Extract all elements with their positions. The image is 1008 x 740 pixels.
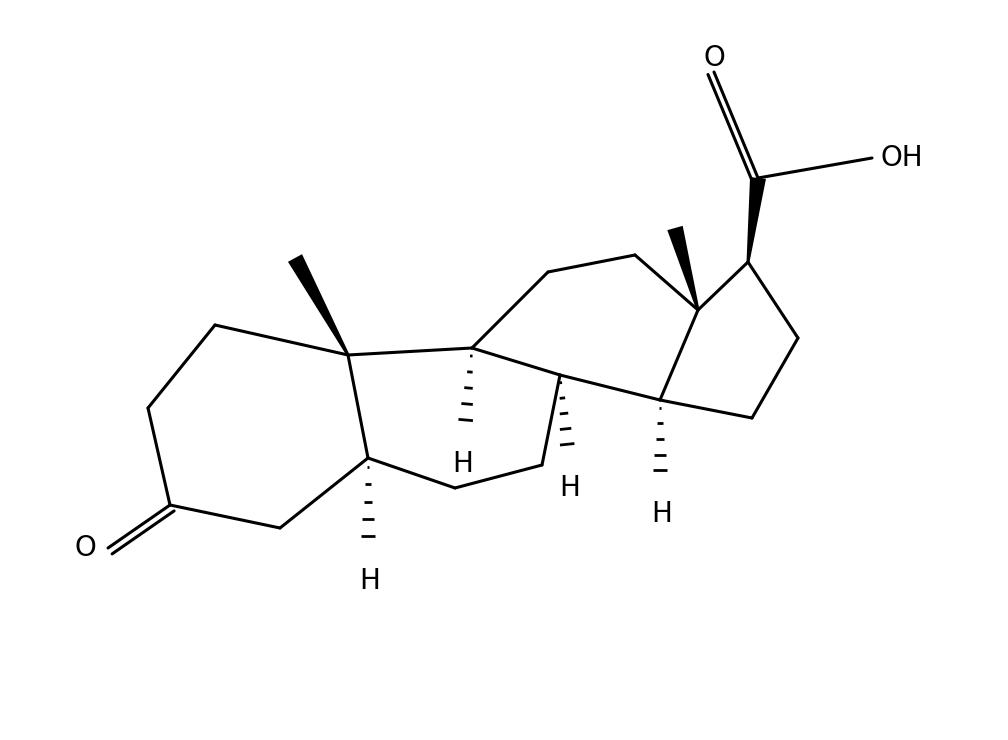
Polygon shape	[667, 226, 700, 310]
Polygon shape	[747, 177, 766, 262]
Text: H: H	[559, 474, 581, 502]
Text: O: O	[704, 44, 725, 72]
Text: H: H	[651, 500, 672, 528]
Text: O: O	[75, 534, 96, 562]
Polygon shape	[288, 254, 350, 356]
Text: H: H	[453, 450, 474, 478]
Text: OH: OH	[880, 144, 922, 172]
Text: H: H	[360, 567, 380, 595]
